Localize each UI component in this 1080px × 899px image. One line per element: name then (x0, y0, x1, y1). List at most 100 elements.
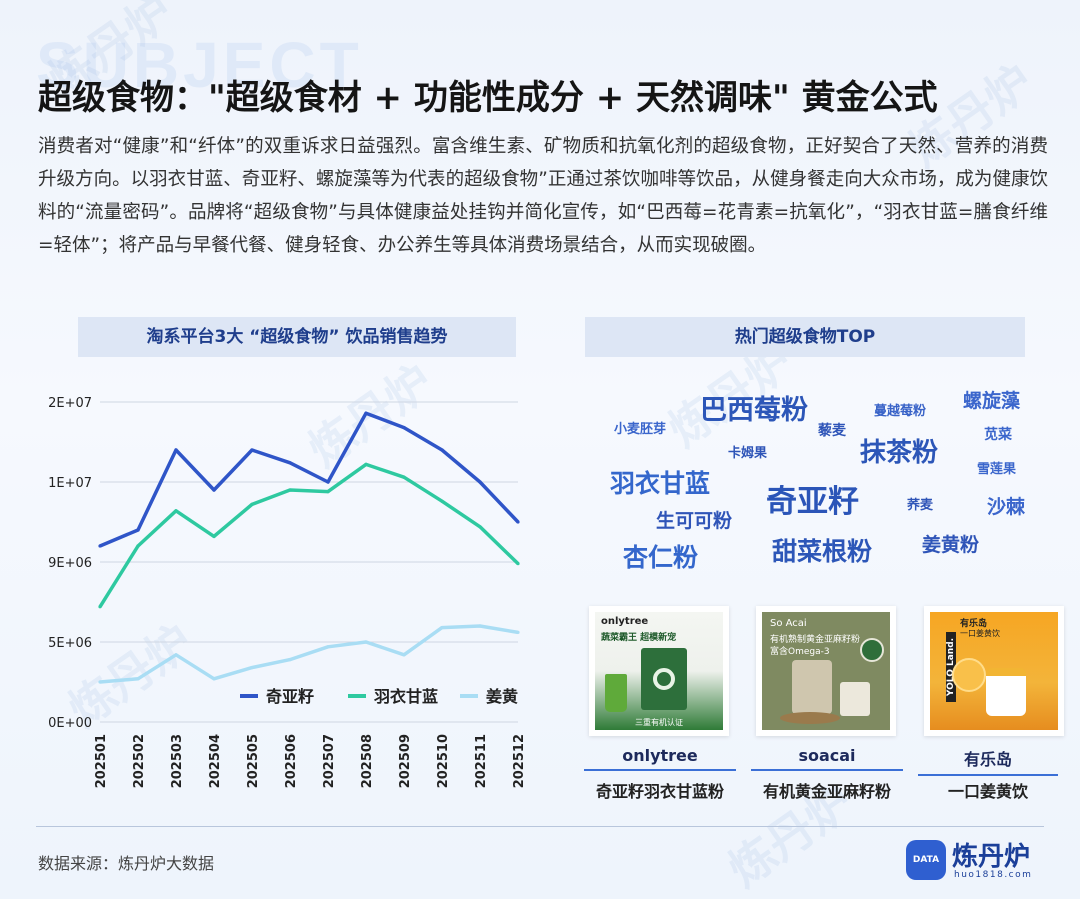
data-point (478, 480, 482, 484)
product-image-onlytree: onlytree 蔬菜霸王 超模新宠 三重有机认证 (589, 606, 729, 736)
product-brand-onlytree: onlytree (584, 746, 736, 771)
intro-paragraph: 消费者对“健康”和“纤体”的双重诉求日益强烈。富含维生素、矿物质和抗氧化剂的超级… (38, 136, 1048, 256)
data-point (136, 528, 140, 532)
x-tick-label: 202507 (322, 734, 337, 788)
product-glass (605, 674, 627, 712)
x-tick-label: 202505 (246, 734, 261, 788)
product-desc-youledao: 一口姜黄饮 (947, 782, 1028, 801)
product-brand-soacai: soacai (751, 746, 903, 771)
product-sub: 一口姜黄饮 (960, 629, 1000, 638)
data-point (250, 502, 254, 506)
data-point (174, 653, 178, 657)
cloud-word: 抹茶粉 (860, 438, 939, 468)
cloud-word: 卡姆果 (728, 446, 768, 461)
cloud-section-title: 热门超级食物TOP (585, 317, 1025, 357)
data-point (288, 488, 292, 492)
x-tick-label: 202511 (474, 734, 489, 788)
cloud-word: 生可可粉 (656, 510, 733, 532)
product-headline: 有机熟制黄金亚麻籽粉 (770, 635, 861, 645)
brand-logo: DATA 炼丹炉 huo1818.com (906, 834, 1056, 888)
data-point (364, 462, 368, 466)
product-headline: 蔬菜霸王 超模新宠 (601, 633, 677, 643)
chart-section-title: 淘系平台3大 “超级食物” 饮品销售趋势 (78, 317, 516, 357)
cloud-word: 蔓越莓粉 (874, 404, 927, 419)
y-tick-label: 1E+07 (48, 476, 92, 491)
data-point (440, 499, 444, 503)
product-badge (860, 638, 884, 662)
data-point (136, 677, 140, 681)
product-desc-onlytree: 奇亚籽羽衣甘蓝粉 (595, 782, 724, 801)
x-tick-label: 202506 (284, 734, 299, 788)
x-tick-label: 202501 (94, 734, 109, 788)
data-point (364, 640, 368, 644)
legend-label: 姜黄 (486, 687, 518, 706)
data-point (98, 605, 102, 609)
product-image-soacai: So Acai 有机熟制黄金亚麻籽粉 富含Omega-3 (756, 606, 896, 736)
product-logo: So Acai (770, 618, 807, 629)
logo-url: huo1818.com (954, 870, 1033, 880)
cloud-word: 奇亚籽 (766, 484, 859, 520)
data-point (98, 680, 102, 684)
x-tick-label: 202509 (398, 734, 413, 788)
cloud-word: 螺旋藻 (963, 390, 1021, 412)
data-point (440, 626, 444, 630)
legend-label: 羽衣甘蓝 (374, 687, 438, 706)
data-point (326, 490, 330, 494)
cloud-word: 羽衣甘蓝 (610, 469, 711, 498)
background-word: SUBJECT (36, 29, 363, 101)
data-point (288, 658, 292, 662)
y-tick-label: 9E+06 (48, 556, 92, 571)
data-point (174, 448, 178, 452)
x-tick-label: 202503 (170, 734, 185, 788)
data-point (478, 624, 482, 628)
product-logo: onlytree (601, 616, 649, 627)
data-point (516, 630, 520, 634)
cloud-word: 雪莲果 (977, 462, 1017, 477)
cloud-word: 苋菜 (984, 427, 1012, 443)
x-tick-label: 202508 (360, 734, 375, 788)
data-point (174, 509, 178, 513)
x-tick-label: 202512 (512, 734, 527, 788)
data-point (250, 666, 254, 670)
cloud-word: 小麦胚芽 (614, 422, 667, 437)
data-point (250, 448, 254, 452)
product-jar (840, 682, 870, 716)
data-point (326, 645, 330, 649)
logo-name: 炼丹炉 (952, 842, 1031, 872)
y-tick-label: 0E+00 (48, 716, 92, 731)
legend-label: 奇亚籽 (266, 687, 314, 706)
data-point (326, 480, 330, 484)
data-point (516, 520, 520, 524)
product-sub: 富含Omega-3 (770, 647, 830, 657)
data-point (212, 488, 216, 492)
series-line (99, 624, 519, 684)
data-point (402, 426, 406, 430)
product-orange (952, 658, 986, 692)
logo-icon: DATA (906, 840, 946, 880)
cloud-word: 沙棘 (987, 496, 1026, 518)
cloud-word: 甜菜根粉 (772, 537, 873, 566)
data-point (98, 544, 102, 548)
data-point (440, 448, 444, 452)
data-point (402, 653, 406, 657)
data-point (478, 525, 482, 529)
x-tick-label: 202504 (208, 734, 223, 788)
product-package (792, 660, 832, 714)
cloud-word: 巴西莓粉 (700, 395, 808, 426)
product-desc-soacai: 有机黄金亚麻籽粉 (762, 782, 891, 801)
y-tick-label: 2E+07 (48, 396, 92, 411)
x-tick-label: 202510 (436, 734, 451, 788)
series-line (98, 462, 520, 608)
data-point (288, 461, 292, 465)
sales-trend-chart: 0E+00 5E+06 9E+06 1E+07 2E+07 202501 202502 202… (48, 396, 527, 788)
y-tick-label: 5E+06 (48, 636, 92, 651)
cloud-word: 荞麦 (907, 498, 934, 513)
page-title: 超级食物："超级食材 + 功能性成分 + 天然调味" 黄金公式 (38, 78, 938, 118)
product-sub: 三重有机认证 (635, 718, 683, 727)
data-point (364, 411, 368, 415)
data-point (136, 544, 140, 548)
data-source: 数据来源：炼丹炉大数据 (38, 854, 215, 873)
product-jar (986, 668, 1026, 716)
product-headline: 有乐岛 (960, 619, 988, 629)
footer-divider (36, 826, 1044, 827)
